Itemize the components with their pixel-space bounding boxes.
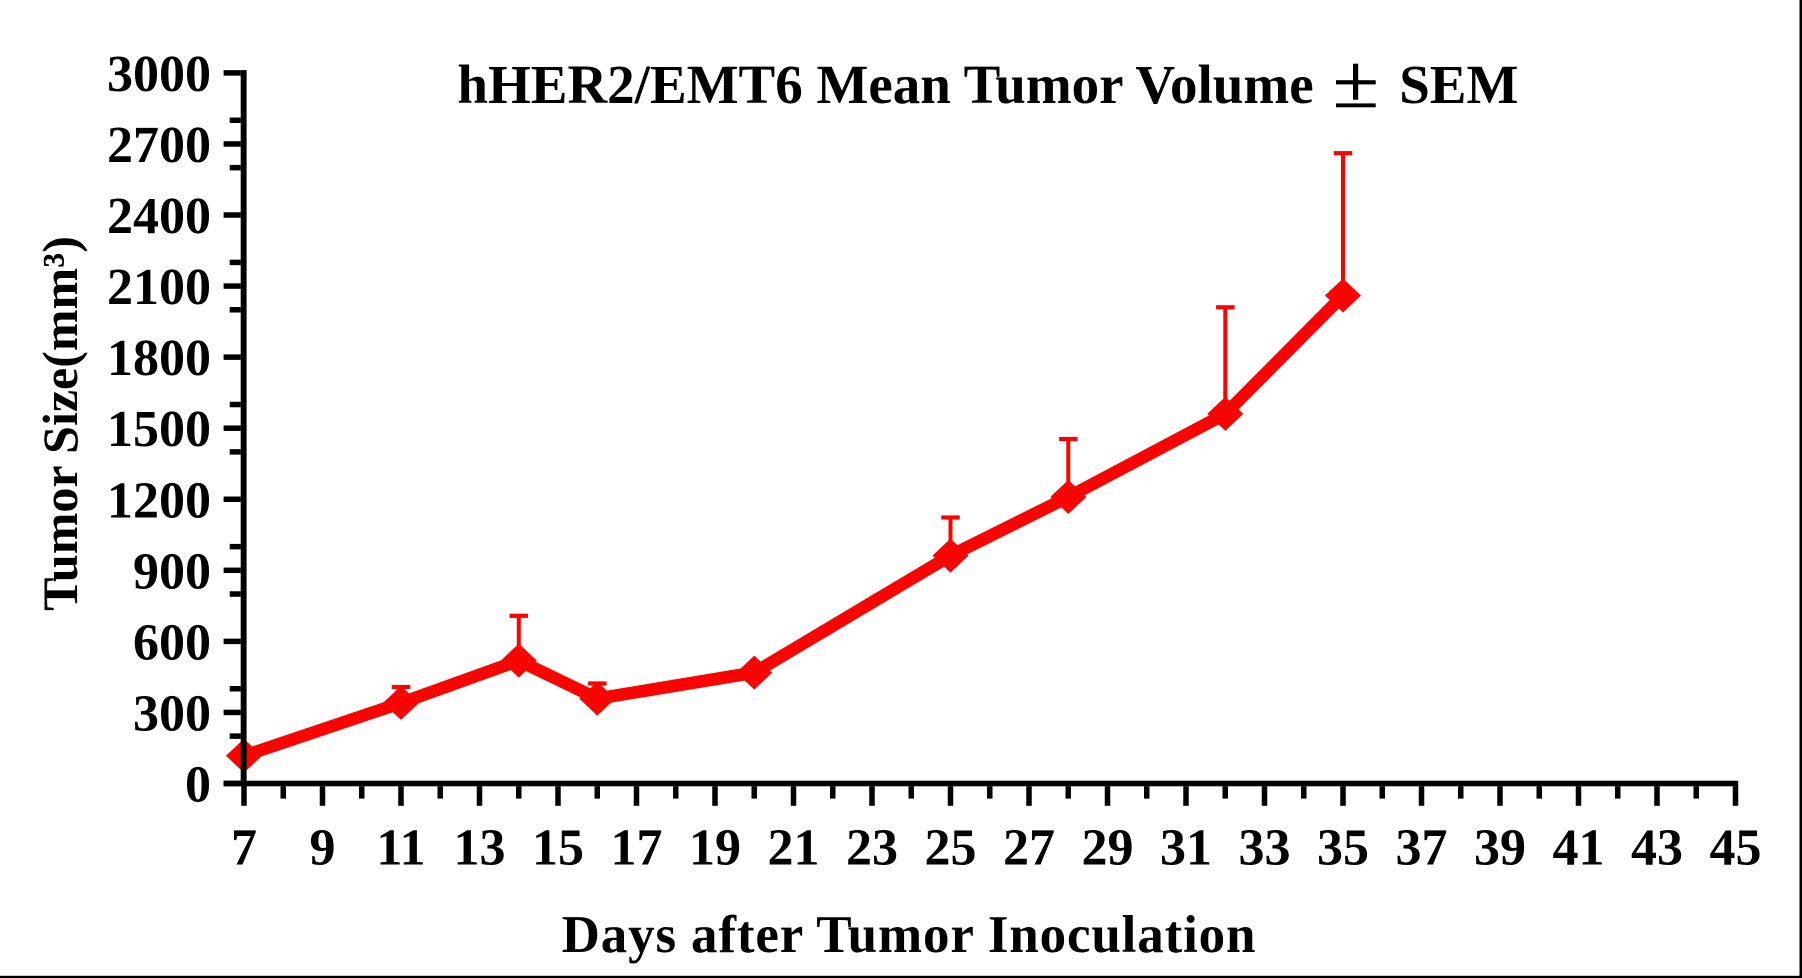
svg-text:43: 43 <box>1631 819 1683 876</box>
svg-text:2400: 2400 <box>107 188 211 245</box>
svg-text:hHER2/EMT6 Mean Tumor Volume: hHER2/EMT6 Mean Tumor Volume <box>457 54 1313 115</box>
svg-text:900: 900 <box>133 543 211 600</box>
svg-text:1200: 1200 <box>107 472 211 529</box>
svg-text:25: 25 <box>925 819 977 876</box>
svg-text:41: 41 <box>1553 819 1605 876</box>
svg-text:17: 17 <box>611 819 663 876</box>
svg-text:0: 0 <box>185 757 211 814</box>
svg-text:45: 45 <box>1710 819 1762 876</box>
svg-text:SEM: SEM <box>1399 54 1518 115</box>
svg-text:19: 19 <box>689 819 741 876</box>
svg-text:2100: 2100 <box>107 259 211 316</box>
svg-text:23: 23 <box>846 819 898 876</box>
svg-text:15: 15 <box>532 819 584 876</box>
svg-text:300: 300 <box>133 685 211 742</box>
svg-text:39: 39 <box>1474 819 1526 876</box>
svg-text:1800: 1800 <box>107 330 211 387</box>
svg-text:Days after Tumor Inoculation: Days after Tumor Inoculation <box>562 906 1257 964</box>
svg-text:21: 21 <box>768 819 820 876</box>
svg-text:600: 600 <box>133 614 211 671</box>
svg-text:37: 37 <box>1396 819 1448 876</box>
svg-text:27: 27 <box>1003 819 1055 876</box>
svg-text:3000: 3000 <box>107 46 211 103</box>
svg-text:9: 9 <box>310 819 336 876</box>
svg-text:Tumor Size(mm³): Tumor Size(mm³) <box>32 236 88 611</box>
svg-text:11: 11 <box>376 819 425 876</box>
svg-text:31: 31 <box>1160 819 1212 876</box>
svg-text:2700: 2700 <box>107 117 211 174</box>
svg-text:7: 7 <box>231 819 257 876</box>
svg-text:1500: 1500 <box>107 401 211 458</box>
svg-text:33: 33 <box>1239 819 1291 876</box>
svg-text:35: 35 <box>1317 819 1369 876</box>
svg-text:29: 29 <box>1082 819 1134 876</box>
svg-text:13: 13 <box>454 819 506 876</box>
